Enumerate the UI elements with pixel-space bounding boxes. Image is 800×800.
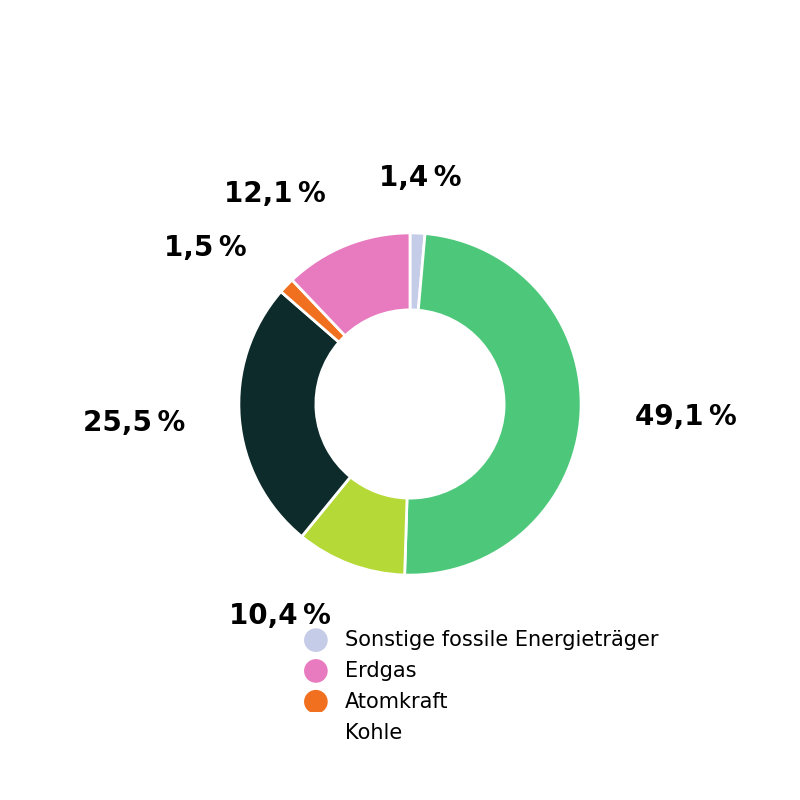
Text: 12,1 %: 12,1 %	[225, 180, 326, 208]
Circle shape	[305, 660, 327, 682]
Wedge shape	[281, 280, 345, 342]
Wedge shape	[410, 233, 425, 310]
Text: Kohle: Kohle	[345, 722, 402, 742]
Circle shape	[305, 690, 327, 713]
Wedge shape	[302, 477, 407, 575]
Text: Sonstige fossile Energieträger: Sonstige fossile Energieträger	[345, 630, 658, 650]
Text: 25,5 %: 25,5 %	[82, 409, 185, 437]
Text: 10,4 %: 10,4 %	[229, 602, 331, 630]
Wedge shape	[292, 233, 410, 336]
Wedge shape	[239, 292, 350, 537]
Wedge shape	[405, 234, 581, 575]
Text: Erdgas: Erdgas	[345, 661, 417, 681]
Circle shape	[305, 629, 327, 651]
Circle shape	[305, 722, 327, 744]
Text: 1,4 %: 1,4 %	[378, 164, 461, 192]
Text: Atomkraft: Atomkraft	[345, 692, 449, 712]
Text: 1,5 %: 1,5 %	[164, 234, 247, 262]
Text: 49,1 %: 49,1 %	[635, 403, 738, 431]
